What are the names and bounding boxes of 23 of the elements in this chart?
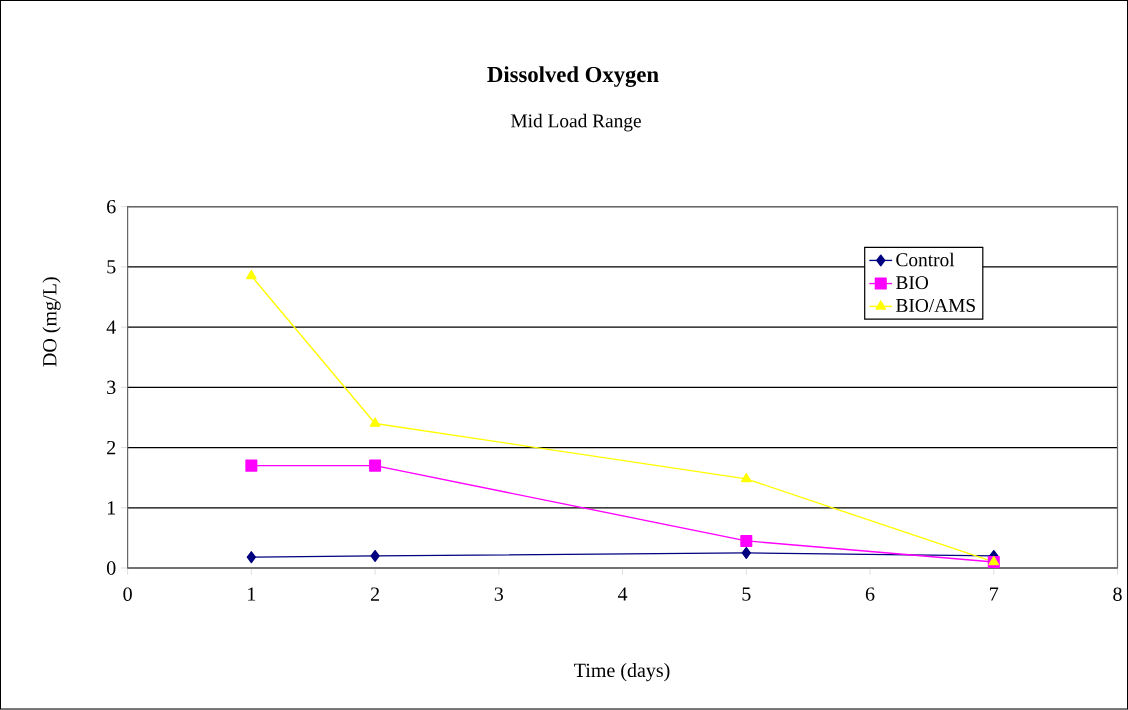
x-tick-label: 3 <box>494 587 504 602</box>
x-tick-label: 8 <box>1113 587 1122 602</box>
x-tick-label: 4 <box>617 587 628 601</box>
x-tick-label: 6 <box>865 587 875 602</box>
x-tick-label: 0 <box>123 587 132 602</box>
y-tick-label: 1 <box>107 501 116 515</box>
y-tick-label: 4 <box>106 320 116 334</box>
chart-title: Dissolved Oxygen <box>487 66 659 88</box>
x-tick-label: 5 <box>742 587 751 601</box>
y-tick-label: 3 <box>107 380 116 395</box>
y-tick-label: 0 <box>106 561 116 575</box>
y-axis-title: DO (mg/L) <box>42 277 61 367</box>
x-tick-label: 2 <box>370 587 379 601</box>
y-tick-label: 2 <box>107 441 116 455</box>
x-tick-label: 1 <box>248 587 256 601</box>
legend-label: BIO/AMS <box>896 299 975 313</box>
y-tick-label: 6 <box>107 200 116 214</box>
legend-label: Control <box>896 252 955 267</box>
chart-subtitle: Mid Load Range <box>511 113 641 132</box>
x-axis-title: Time (days) <box>574 663 670 682</box>
x-tick-label: 7 <box>990 587 999 601</box>
legend-label: BIO <box>896 276 929 290</box>
y-tick-label: 5 <box>107 260 116 274</box>
